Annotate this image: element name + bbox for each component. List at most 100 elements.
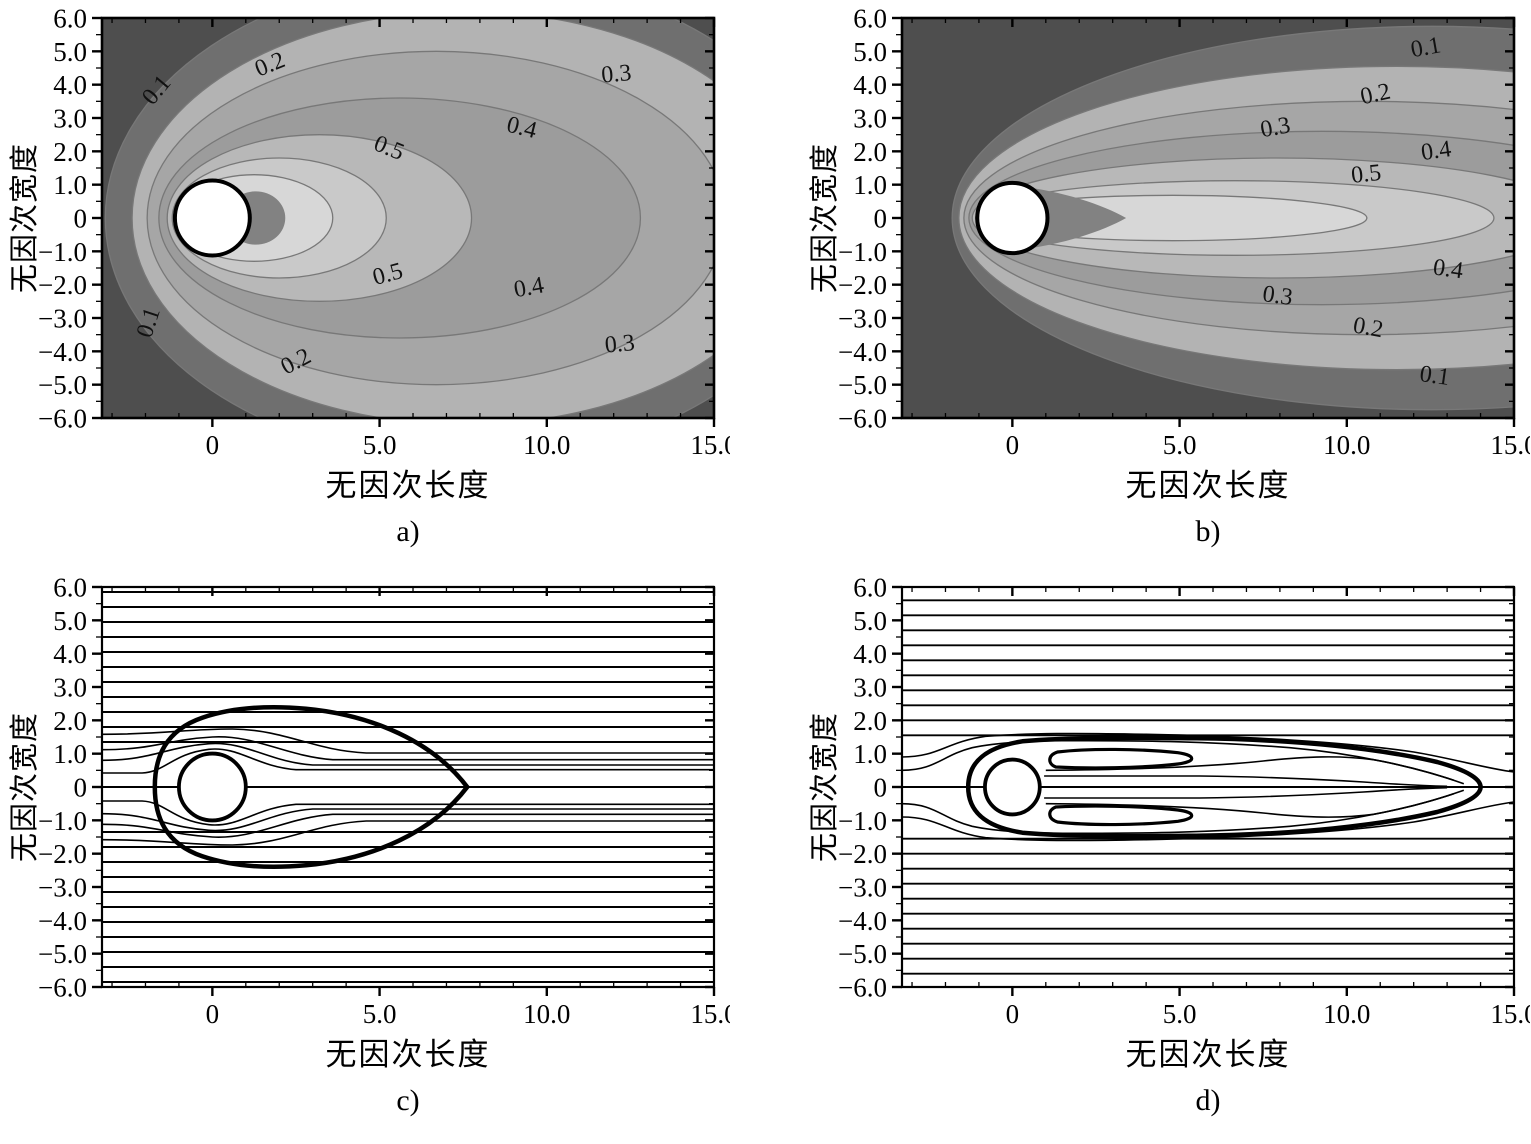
cylinder: [177, 751, 248, 823]
streamline-curved: [102, 820, 714, 846]
y-tick-label: 1.0: [53, 170, 87, 200]
streamline-curved: [902, 739, 1455, 782]
y-tick-label: 6.0: [53, 575, 87, 602]
y-tick-label: 3.0: [53, 672, 87, 702]
panel-b-plot: 0.1 0.2 0.3 0.4 0.5 0.4 0.3 0.2 0.1 0 5.0 10.0 15.0 6…: [838, 6, 1530, 458]
streamline-curved: [1044, 786, 1448, 799]
y-tick-label: −6.0: [38, 972, 87, 1002]
contour-label: 0.1: [1418, 361, 1451, 391]
y-tick-label: 2.0: [53, 706, 87, 736]
contour-label: 0.3: [1261, 281, 1294, 311]
y-tick-label: 2.0: [53, 137, 87, 167]
y-tick-label: 0: [874, 772, 888, 802]
y-tick-label: 5.0: [53, 37, 87, 67]
streamline-curved: [102, 808, 714, 832]
y-tick-label: −5.0: [838, 370, 887, 400]
plot-area: [102, 587, 714, 987]
x-tick-label: 10.0: [523, 430, 570, 458]
y-tick-label: −4.0: [38, 906, 87, 936]
cylinder: [975, 180, 1050, 256]
y-tick-label: −6.0: [838, 403, 887, 433]
y-tick-label: 4.0: [853, 70, 887, 100]
x-tick-label: 0: [206, 430, 220, 458]
x-tick-label: 15.0: [1490, 430, 1530, 458]
x-tick-label: 0: [1006, 999, 1020, 1027]
plot-area: 0.1 0.2 0.3 0.4 0.5 0.4 0.3 0.2 0.1: [902, 18, 1514, 418]
streamline-curved: [102, 742, 714, 766]
plot-area: [902, 587, 1514, 987]
cylinder: [172, 178, 252, 258]
y-tick-label: −4.0: [838, 337, 887, 367]
contour-label: 0.3: [600, 60, 632, 89]
y-tick-label: 4.0: [853, 639, 887, 669]
x-tick-label: 5.0: [363, 999, 397, 1027]
x-tick-label: 5.0: [1163, 430, 1197, 458]
panel-d-caption: 无因次长度 d): [902, 1029, 1514, 1118]
panel-d-plot: 05.010.015.06.05.04.03.02.01.00−1.0−2.0−…: [838, 575, 1530, 1027]
contour-label: 0.3: [604, 330, 636, 359]
panel-b-xlabel: 无因次长度: [1125, 468, 1291, 503]
panel-a-plot: 0.10.2 0.30.40.50.5 0.40.30.20.10 5.0 10.0 15…: [38, 6, 730, 458]
wake-dividing-streamline: [152, 704, 471, 870]
x-tick-label: 15.0: [1490, 999, 1530, 1027]
y-tick-label: 1.0: [853, 170, 887, 200]
recirculation-loop-lower: [1048, 804, 1194, 827]
y-tick-label: 4.0: [53, 639, 87, 669]
y-tick-label: −3.0: [838, 872, 887, 902]
y-tick-label: −2.0: [38, 270, 87, 300]
streamline-curved: [1044, 775, 1448, 788]
y-tick-label: −2.0: [38, 839, 87, 869]
streamline-curved: [102, 813, 714, 838]
streamline-curved: [102, 736, 714, 761]
x-tick-label: 15.0: [690, 999, 730, 1027]
contour-label: 0.4: [512, 272, 546, 303]
y-tick-label: −6.0: [38, 403, 87, 433]
y-tick-label: 3.0: [53, 103, 87, 133]
x-tick-label: 5.0: [1163, 999, 1197, 1027]
contour-label: 0.1: [1409, 32, 1443, 63]
panel-a-xlabel: 无因次长度: [325, 468, 491, 503]
y-tick-label: 1.0: [853, 739, 887, 769]
y-tick-label: −1.0: [838, 806, 887, 836]
y-tick-label: 6.0: [853, 575, 887, 602]
y-tick-label: −2.0: [838, 839, 887, 869]
streamline-curved: [1045, 789, 1465, 818]
panel-b: 0.1 0.2 0.3 0.4 0.5 0.4 0.3 0.2 0.1 0 5.0 10.0 15.0 6…: [802, 6, 1530, 549]
x-tick-label: 10.0: [1323, 999, 1370, 1027]
y-tick-label: −4.0: [38, 337, 87, 367]
y-tick-label: −1.0: [38, 237, 87, 267]
cylinder: [983, 757, 1042, 817]
panel-a: 0.1 0.2 0.3 0.4 0.5 0.5 0.4 0.3 0.2 0.1 0 5.0 10.0 15…: [2, 6, 730, 549]
y-tick-label: 4.0: [53, 70, 87, 100]
streamline-curved: [102, 728, 714, 754]
y-tick-label: −4.0: [838, 906, 887, 936]
panel-d: 05.010.015.06.05.04.03.02.01.00−1.0−2.0−…: [802, 575, 1530, 1118]
y-tick-label: −5.0: [38, 370, 87, 400]
y-tick-label: 1.0: [53, 739, 87, 769]
y-tick-label: 2.0: [853, 706, 887, 736]
x-tick-label: 15.0: [690, 430, 730, 458]
x-tick-label: 5.0: [363, 430, 397, 458]
y-tick-label: 0: [74, 772, 88, 802]
x-tick-label: 10.0: [523, 999, 570, 1027]
panel-b-letter: b): [1195, 515, 1221, 548]
streamline-curved: [902, 801, 1514, 842]
panel-d-letter: d): [1195, 1084, 1221, 1117]
panel-c: 05.010.015.06.05.04.03.02.01.00−1.0−2.0−…: [2, 575, 730, 1118]
y-tick-label: −6.0: [838, 972, 887, 1002]
plot-area: 0.10.2 0.30.40.50.5 0.40.30.20.1: [102, 18, 714, 418]
y-tick-label: 3.0: [853, 672, 887, 702]
contour-label: 0.4: [1419, 136, 1452, 166]
y-tick-label: 6.0: [853, 6, 887, 33]
y-tick-label: −1.0: [38, 806, 87, 836]
streamline-curved: [1045, 756, 1465, 785]
wake-dividing-streamline: [965, 735, 1483, 839]
y-tick-label: −5.0: [838, 939, 887, 969]
panel-c-plot: 05.010.015.06.05.04.03.02.01.00−1.0−2.0−…: [38, 575, 730, 1027]
contour-label: 0.3: [1258, 112, 1292, 143]
y-tick-label: 5.0: [853, 606, 887, 636]
y-tick-label: 5.0: [53, 606, 87, 636]
contour-label: 0.5: [1350, 160, 1383, 189]
contour-label: 0.2: [1358, 79, 1393, 111]
